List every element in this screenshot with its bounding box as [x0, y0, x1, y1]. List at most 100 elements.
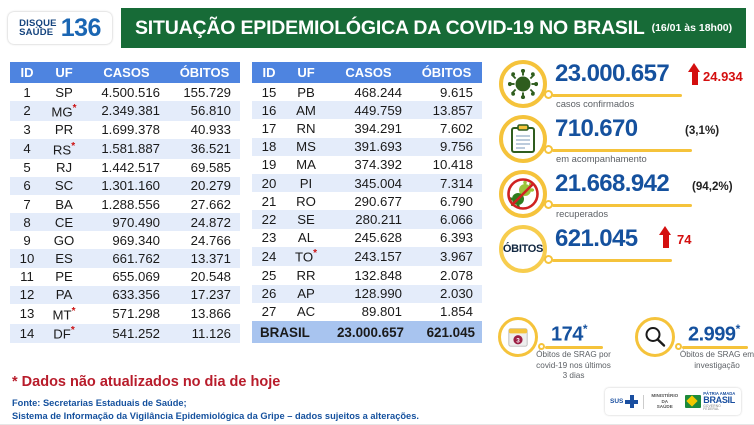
state-table-right: ID UF CASOS ÓBITOS 15 PB 468.244 9.615 16 AM 4… — [252, 62, 482, 344]
cell-obitos: 2.078 — [439, 268, 473, 284]
cell-id: 27 — [261, 304, 277, 320]
cell-casos: 89.801 — [361, 304, 402, 320]
cell-casos: 1.699.378 — [101, 122, 160, 138]
cell-uf: PI — [286, 174, 326, 193]
disque-number: 136 — [60, 13, 102, 42]
cell-id: 3 — [23, 122, 31, 138]
table-row: 14 DF* 541.252 11.126 — [10, 323, 240, 344]
col-obitos: ÓBITOS — [169, 62, 240, 83]
table-row: 26 AP 128.990 2.030 — [252, 284, 482, 303]
cell-casos: 2.349.381 — [84, 101, 169, 121]
cell-id: 14 — [10, 323, 44, 344]
cell-casos: 132.848 — [354, 268, 402, 284]
deaths-delta: 74 — [677, 232, 692, 247]
disque-saude-words: DISQUE SAÚDE — [19, 18, 57, 38]
table-row: 11 PE 655.069 20.548 — [10, 268, 240, 286]
col-casos: CASOS — [326, 62, 411, 83]
cell-uf: RO — [296, 193, 316, 209]
cell-id: 17 — [261, 121, 277, 136]
brasil-line-2: BRASIL — [703, 394, 735, 405]
brasil-line-1: PÁTRIA AMADA — [703, 390, 736, 396]
deaths-value: 621.045 — [555, 225, 638, 252]
table-row: 19 MA 374.392 10.418 — [252, 156, 482, 174]
cell-id: 5 — [23, 160, 31, 176]
cell-uf: PB — [297, 84, 315, 100]
table-row: 5 RJ 1.442.517 69.585 — [10, 159, 240, 177]
state-table-left: ID UF CASOS ÓBITOS 1 SP 4.500.516 155.729 2 M… — [10, 62, 240, 344]
cell-uf: ES — [44, 249, 84, 268]
table-row: 2 MG* 2.349.381 56.810 — [10, 101, 240, 121]
sus-logo: SUS — [610, 395, 639, 408]
cell-id: 24 — [252, 246, 286, 267]
cell-casos: 243.157 — [326, 246, 411, 267]
cell-uf: GO — [53, 232, 75, 248]
cell-uf: RS* — [44, 138, 84, 159]
cell-casos: 1.288.556 — [101, 196, 160, 212]
cell-uf: AM — [286, 101, 326, 120]
cell-id: 8 — [10, 213, 44, 232]
cell-obitos: 1.854 — [439, 304, 473, 320]
cell-uf: BA — [55, 196, 73, 212]
connector-knob — [544, 90, 553, 99]
table-row: 12 PA 633.356 17.237 — [10, 285, 240, 305]
table-row: 13 MT* 571.298 13.866 — [10, 304, 240, 324]
magnifier-icon — [635, 317, 675, 357]
cell-id: 25 — [261, 268, 277, 284]
cell-obitos: 9.615 — [439, 84, 473, 100]
cell-id: 11 — [20, 269, 34, 285]
source-line-2: Sistema de Informação da Vigilância Epid… — [12, 411, 419, 422]
cell-obitos: 9.756 — [411, 137, 482, 156]
table-row: 16 AM 449.759 13.857 — [252, 101, 482, 120]
cell-obitos: 6.066 — [411, 210, 482, 229]
ministry-line-1: MINISTÉRIO DA — [651, 392, 679, 404]
deaths-ring: ÓBITOS — [499, 225, 547, 273]
stat-confirmed-cases: 23.000.657 24.934 casos confirmados — [495, 58, 751, 113]
srag-covid-deaths-value: 174* — [551, 322, 588, 346]
recovered-value: 21.668.942 — [555, 170, 670, 197]
cell-obitos: 11.126 — [169, 323, 240, 344]
cell-casos: 280.211 — [326, 210, 411, 229]
cell-casos: 969.340 — [112, 232, 160, 248]
cell-uf: SE — [286, 210, 326, 229]
cell-obitos: 36.521 — [169, 138, 240, 159]
table-header-row: ID UF CASOS ÓBITOS — [10, 62, 240, 83]
cell-casos: 661.762 — [84, 249, 169, 268]
cell-obitos: 24.872 — [169, 213, 240, 232]
cell-obitos: 20.548 — [190, 269, 231, 285]
table-row: 1 SP 4.500.516 155.729 — [10, 83, 240, 101]
cell-casos: 394.291 — [354, 121, 402, 136]
cell-obitos: 20.279 — [169, 176, 240, 195]
total-label: BRASIL — [252, 321, 326, 344]
cell-casos: 1.442.517 — [101, 160, 160, 176]
cell-id: 6 — [10, 176, 44, 195]
cell-obitos: 13.866 — [190, 306, 231, 322]
cell-id: 1 — [23, 84, 31, 100]
cell-obitos: 17.237 — [169, 285, 240, 305]
asterisk-footnote: * Dados não atualizados no dia de hoje — [12, 374, 281, 390]
cell-id: 23 — [261, 230, 277, 246]
no-virus-icon — [499, 170, 547, 218]
brazil-flag-icon — [685, 394, 702, 408]
cell-obitos: 6.790 — [439, 193, 473, 209]
cell-id: 13 — [19, 306, 35, 322]
cell-casos: 245.628 — [354, 230, 402, 246]
table-row: 9 GO 969.340 24.766 — [10, 231, 240, 249]
cell-uf: RN — [296, 121, 316, 136]
asterisk-marker: * — [71, 305, 76, 317]
brasil-logo-words: PÁTRIA AMADA BRASIL GOVERNO FEDERAL — [703, 390, 736, 412]
under-monitoring-percent: (3,1%) — [685, 124, 720, 137]
cell-uf: SC — [44, 176, 84, 195]
source-line-1: Fonte: Secretarias Estaduais de Saúde; — [12, 398, 187, 408]
cell-uf: AC — [296, 304, 316, 320]
cell-casos: 4.500.516 — [101, 84, 160, 100]
srag-investigation-label: Óbitos de SRAG em investigação — [679, 350, 754, 370]
cell-obitos: 10.418 — [432, 157, 473, 173]
cell-id: 2 — [10, 101, 44, 121]
underline-rule — [552, 149, 692, 152]
sus-label: SUS — [610, 398, 624, 405]
cell-obitos: 24.766 — [190, 232, 231, 248]
table-row: 27 AC 89.801 1.854 — [252, 303, 482, 321]
cell-obitos: 40.933 — [190, 122, 231, 138]
table-row: 21 RO 290.677 6.790 — [252, 192, 482, 210]
